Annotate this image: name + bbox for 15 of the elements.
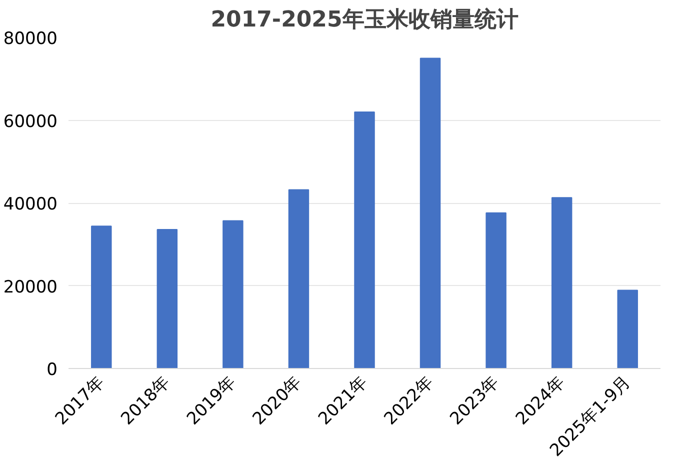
bar bbox=[617, 290, 638, 368]
bar bbox=[156, 228, 178, 368]
bar bbox=[486, 212, 506, 368]
bar bbox=[420, 58, 441, 368]
bar bbox=[551, 197, 572, 368]
y-tick-label: 40000 bbox=[3, 194, 58, 214]
chart-title: 2017-2025年玉米收销量统计 bbox=[210, 6, 518, 32]
y-tick-label: 60000 bbox=[3, 112, 58, 132]
bar bbox=[354, 111, 375, 368]
y-tick-label: 80000 bbox=[3, 29, 58, 49]
y-tick-label: 0 bbox=[46, 360, 58, 380]
bar bbox=[222, 220, 244, 368]
bar bbox=[91, 226, 112, 368]
bar bbox=[288, 189, 310, 368]
y-tick-label: 20000 bbox=[3, 277, 58, 298]
